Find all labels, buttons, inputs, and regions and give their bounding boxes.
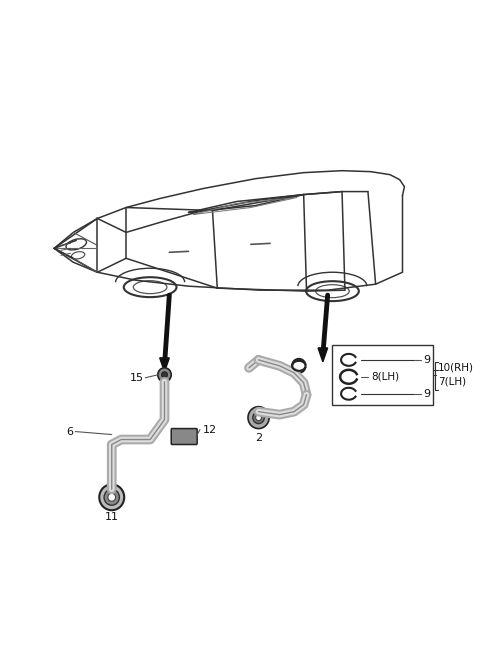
Text: 10(RH): 10(RH) <box>438 363 474 373</box>
Polygon shape <box>318 348 328 362</box>
FancyBboxPatch shape <box>171 428 197 445</box>
Circle shape <box>248 407 269 428</box>
Text: 2: 2 <box>255 432 262 443</box>
Circle shape <box>158 368 171 382</box>
Text: 8(LH): 8(LH) <box>371 372 399 382</box>
Text: 11: 11 <box>105 512 119 522</box>
Circle shape <box>108 493 116 501</box>
Polygon shape <box>160 358 169 372</box>
Text: 9: 9 <box>424 388 431 399</box>
Circle shape <box>104 489 120 505</box>
Circle shape <box>256 415 262 421</box>
Circle shape <box>162 372 168 378</box>
Circle shape <box>99 484 124 510</box>
Text: 15: 15 <box>130 373 144 383</box>
Text: 9: 9 <box>424 355 431 365</box>
Circle shape <box>253 411 264 424</box>
Bar <box>333 345 433 405</box>
Text: 12: 12 <box>203 424 217 434</box>
Text: 7(LH): 7(LH) <box>438 377 466 386</box>
Text: 6: 6 <box>66 426 73 436</box>
